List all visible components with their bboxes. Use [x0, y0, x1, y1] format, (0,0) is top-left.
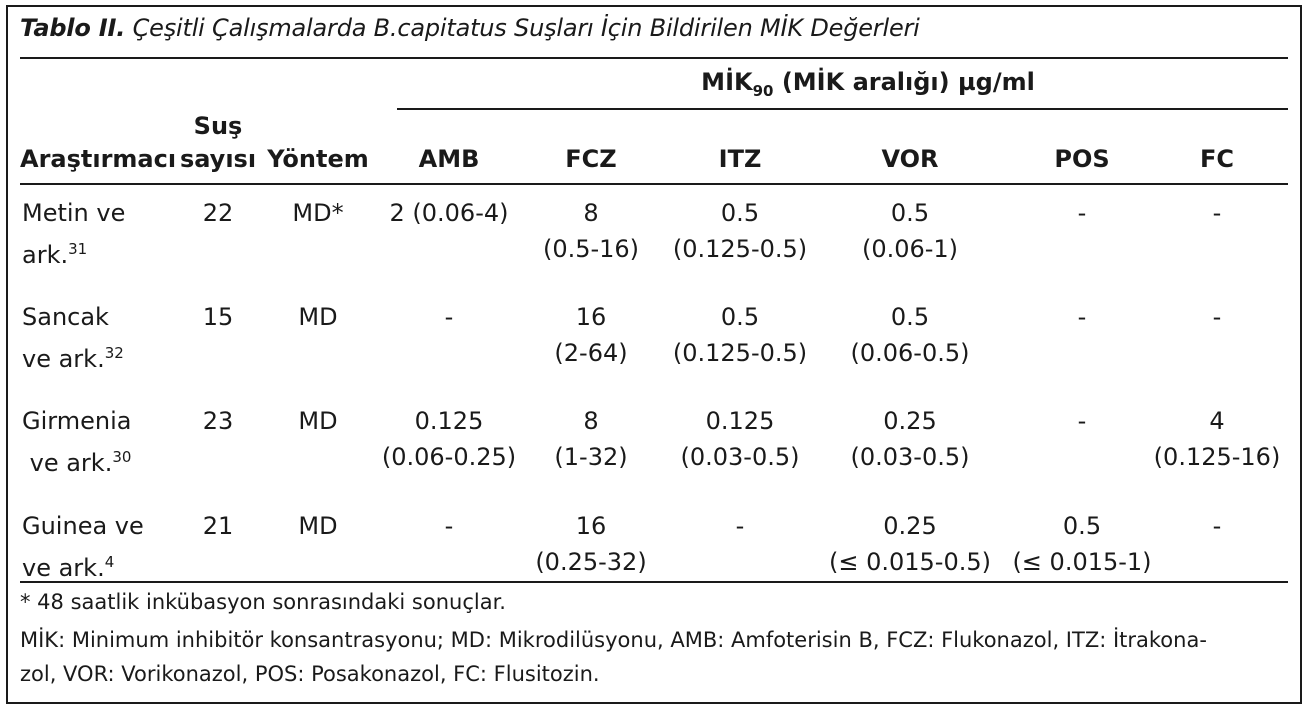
col-header-strain-line1: Suş — [193, 112, 243, 140]
mic-value: 0.125 — [414, 407, 484, 435]
col-header-fc: FC — [1199, 145, 1235, 173]
mic-value: 0.25 — [883, 407, 937, 435]
mic-range: (1-32) — [554, 443, 628, 471]
mic-value: 0.5 — [890, 303, 930, 331]
mic-value: - — [1212, 303, 1222, 331]
col-header-itz: ITZ — [718, 145, 762, 173]
method: MD — [298, 512, 338, 540]
col-header-amb: AMB — [418, 145, 480, 173]
researcher-line2: ve ark.32 — [22, 344, 124, 373]
group-header-suffix: (MİK aralığı) µg/ml — [773, 68, 1035, 96]
researcher-line1: Guinea ve — [22, 512, 144, 540]
mic-value: 8 — [583, 199, 599, 227]
mic-value: 8 — [583, 407, 599, 435]
col-header-pos: POS — [1054, 145, 1110, 173]
reference-number: 4 — [104, 553, 115, 571]
researcher-line1: Sancak — [22, 303, 109, 331]
mic-value: - — [1077, 303, 1087, 331]
strain-count: 23 — [202, 407, 234, 435]
caption-label: Tablo II. — [20, 14, 126, 42]
group-header-subscript: 90 — [752, 81, 774, 100]
mic-value: - — [1212, 199, 1222, 227]
col-header-method: Yöntem — [267, 145, 369, 173]
mic-range: (≤ 0.015-0.5) — [829, 548, 991, 576]
researcher-line2: ark.31 — [22, 240, 88, 269]
footnote-abbrev-line2: zol, VOR: Vorikonazol, POS: Posakonazol,… — [20, 662, 600, 686]
mic-range: (0.125-16) — [1153, 443, 1281, 471]
mic-value: - — [444, 512, 454, 540]
method: MD — [298, 407, 338, 435]
strain-count: 15 — [202, 303, 234, 331]
researcher-line1: Metin ve — [22, 199, 126, 227]
researcher-line2: ve ark.4 — [22, 553, 115, 582]
mic-range: (0.06-0.25) — [381, 443, 517, 471]
mic-range: (0.125-0.5) — [672, 235, 808, 263]
mic-value: 0.5 — [1062, 512, 1102, 540]
strain-count: 21 — [202, 512, 234, 540]
table-bottom-rule — [20, 581, 1288, 583]
reference-number: 32 — [104, 344, 124, 362]
col-header-researcher: Araştırmacı — [20, 145, 177, 173]
table-frame — [6, 5, 1302, 704]
mic-value: 0.125 — [705, 407, 775, 435]
mic-value: 0.5 — [720, 303, 760, 331]
mic-value: 2 (0.06-4) — [389, 199, 509, 227]
footnote-asterisk: * 48 saatlik inkübasyon sonrasındaki son… — [20, 590, 506, 614]
mic-value: - — [735, 512, 745, 540]
caption-text: Çeşitli Çalışmalarda B.capitatus Suşları… — [125, 14, 920, 42]
mic-range: (≤ 0.015-1) — [1012, 548, 1152, 576]
mic-value: 16 — [575, 303, 607, 331]
reference-number: 30 — [112, 448, 132, 466]
researcher-line2: ve ark.30 — [22, 448, 132, 477]
strain-count: 22 — [202, 199, 234, 227]
method: MD — [298, 303, 338, 331]
researcher-line1: Girmenia — [22, 407, 132, 435]
table-caption: Tablo II. Çeşitli Çalışmalarda B.capitat… — [20, 14, 920, 42]
group-header-prefix: MİK — [701, 68, 753, 96]
method: MD* — [292, 199, 344, 227]
mic-value: 4 — [1209, 407, 1225, 435]
reference-number: 31 — [68, 240, 88, 258]
col-header-fcz: FCZ — [565, 145, 617, 173]
mic-value: - — [444, 303, 454, 331]
mic-range: (0.06-0.5) — [850, 339, 970, 367]
mic-value: - — [1077, 407, 1087, 435]
mic-range: (2-64) — [554, 339, 628, 367]
mic-value: 16 — [575, 512, 607, 540]
mic-value: 0.5 — [890, 199, 930, 227]
mic-value: - — [1077, 199, 1087, 227]
mic-range: (0.03-0.5) — [680, 443, 800, 471]
group-header-mic90: MİK90 (MİK aralığı) µg/ml — [701, 64, 1035, 109]
col-header-strain-line2: sayısı — [179, 145, 257, 173]
top-rule — [20, 57, 1288, 59]
mic-value: 0.5 — [720, 199, 760, 227]
group-header-rule — [397, 108, 1288, 110]
mic-range: (0.25-32) — [535, 548, 647, 576]
footnote-abbrev-line1: MİK: Minimum inhibitör konsantrasyonu; M… — [20, 628, 1207, 652]
mic-range: (0.125-0.5) — [672, 339, 808, 367]
mic-value: 0.25 — [883, 512, 937, 540]
header-bottom-rule — [20, 183, 1288, 185]
mic-value: - — [1212, 512, 1222, 540]
mic-range: (0.06-1) — [861, 235, 959, 263]
mic-range: (0.5-16) — [542, 235, 640, 263]
mic-range: (0.03-0.5) — [850, 443, 970, 471]
col-header-vor: VOR — [881, 145, 939, 173]
